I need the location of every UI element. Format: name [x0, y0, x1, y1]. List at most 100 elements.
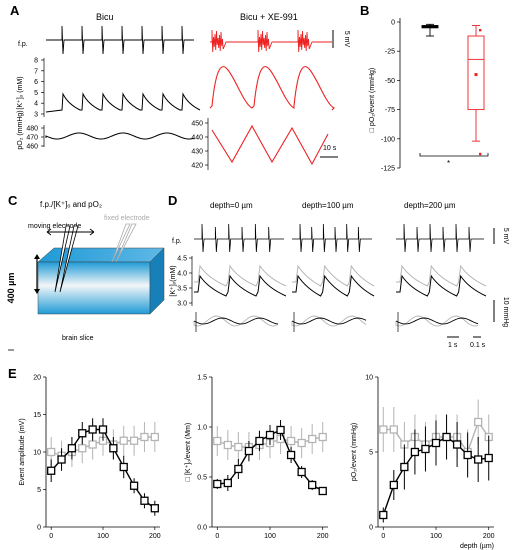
d-k-trace-gray: [292, 264, 375, 287]
d-k-label: [K⁺]ₒ(mM): [170, 265, 177, 296]
e-ytick-label: 15: [33, 412, 41, 419]
depth-0-label: depth=0 µm: [210, 201, 253, 210]
d-k-trace-gray: [194, 264, 287, 287]
d-k-tick-label: 4.5: [177, 256, 187, 263]
time-scale-label: 10 s: [323, 145, 337, 152]
k-row-label: [K⁺]ₒ (mM): [17, 76, 24, 109]
e-point: [78, 429, 87, 438]
k-tick-label: 6: [34, 79, 38, 86]
e-point: [297, 438, 306, 448]
e-point: [463, 450, 472, 460]
e-xtick-label: 100: [97, 533, 109, 540]
e-point: [421, 444, 430, 454]
po2-ticks-left: 480 470 460: [26, 126, 44, 151]
e-point: [452, 440, 462, 449]
e-ytick-label: 0.0: [197, 525, 207, 532]
k-tick-label: 3: [34, 112, 38, 119]
e-point: [389, 480, 398, 490]
e-point: [129, 436, 139, 445]
d-k-trace-gray: [396, 264, 487, 287]
e-point: [265, 430, 275, 440]
e-xtick-label: 0: [49, 533, 53, 540]
moving-electrode-label: moving electrode: [28, 223, 81, 230]
d-po2-trace-black: [395, 317, 479, 325]
e-point: [379, 510, 388, 520]
e-point: [389, 425, 398, 434]
e-xtick-label: 100: [264, 533, 276, 540]
e-point: [379, 425, 388, 434]
e-point: [140, 496, 149, 505]
d-group-0: [193, 223, 287, 332]
po2-right-tick-label: 430: [191, 149, 203, 156]
e-ytick-label: 0.5: [197, 475, 207, 482]
e-ytick-label: 1.5: [197, 375, 207, 382]
e-charts: 0 5 10 15 200 100 200 Event amplitude (mV) 0.0 0.…: [19, 375, 495, 550]
e-point: [88, 440, 97, 449]
e-ytick-label: 0: [37, 525, 41, 532]
po2-trace-xe991: [211, 124, 329, 166]
e-point: [150, 432, 159, 442]
depth-100-label: depth=100 µm: [302, 201, 354, 210]
e-ytick-label: 0: [369, 525, 373, 532]
condition-bicu-xe991: Bicu + XE-991: [240, 12, 298, 22]
e-point: [150, 504, 159, 513]
k-tick-label: 8: [34, 58, 38, 65]
b-ytick-label: -50: [385, 78, 395, 85]
e-point: [318, 432, 327, 442]
e-xlabel: depth (µm): [460, 543, 494, 550]
e-point: [244, 446, 254, 456]
e-xtick-label: 0: [381, 533, 385, 540]
e-point: [223, 440, 232, 450]
d-po2-scale-label: 10 mmHg: [502, 297, 509, 327]
d-fp-trace: [194, 223, 284, 253]
po2-tick-label: 480: [26, 126, 38, 133]
fixed-electrode-label: fixed electrode: [104, 215, 150, 222]
e-point: [286, 436, 296, 446]
e-ytick-label: 5: [369, 450, 373, 457]
d-po2-trace-gray: [395, 315, 479, 327]
slice-side-face: [149, 247, 165, 315]
e-point: [318, 486, 327, 496]
panel-b: B □ pO₂/event (mmHg) 0 -25 -50 -75 -100 -125 *: [360, 3, 489, 173]
e-series-black: [47, 418, 159, 516]
k-tick-label: 5: [34, 90, 38, 97]
b-ytick-label: 0: [391, 20, 395, 27]
panel-b-ylabel: □ pO₂/event (mmHg): [369, 68, 376, 133]
d-k-ticks: 4.5 4.0 3.5 3.0: [177, 256, 192, 308]
po2-ticks-right: 450 440 430 420: [191, 121, 208, 170]
k-ticks-left: 8 7 6 5 4 3: [34, 58, 44, 119]
box-xe991: [467, 25, 485, 156]
box-outlier: [479, 152, 482, 156]
slice-top-face: [37, 247, 165, 263]
e-point: [297, 467, 306, 477]
sig-bracket: [419, 153, 489, 157]
fp-trace-xe991: [210, 29, 332, 53]
d-time-label-1: 1 s: [448, 342, 458, 349]
e-xtick-label: 200: [317, 533, 329, 540]
e-xtick-label: 200: [483, 533, 495, 540]
e-point: [88, 425, 97, 434]
e-ylabel: Event amplitude (mV): [19, 418, 26, 485]
d-fp-trace: [292, 223, 372, 253]
e-point: [484, 453, 493, 463]
condition-bicu: Bicu: [96, 12, 114, 22]
box-bicu: [421, 23, 439, 37]
panel-a-letter: A: [10, 3, 20, 18]
moving-electrode: [46, 225, 95, 293]
e-series-black: [379, 414, 493, 523]
d-k-tick-label: 3.5: [177, 286, 187, 293]
e-point: [129, 481, 139, 490]
e-point: [255, 436, 264, 446]
k-trace-xe991: [209, 66, 335, 111]
e-point: [308, 480, 317, 490]
e-point: [474, 417, 483, 427]
e-point: [400, 462, 409, 472]
po2-row-label: pO₂ (mmHg): [17, 110, 24, 149]
b-ytick-label: -125: [381, 166, 395, 173]
box-body: [467, 35, 485, 111]
e-point: [213, 436, 222, 446]
d-fp-label: f.p.: [172, 238, 182, 245]
e-ytick-label: 10: [365, 375, 373, 382]
